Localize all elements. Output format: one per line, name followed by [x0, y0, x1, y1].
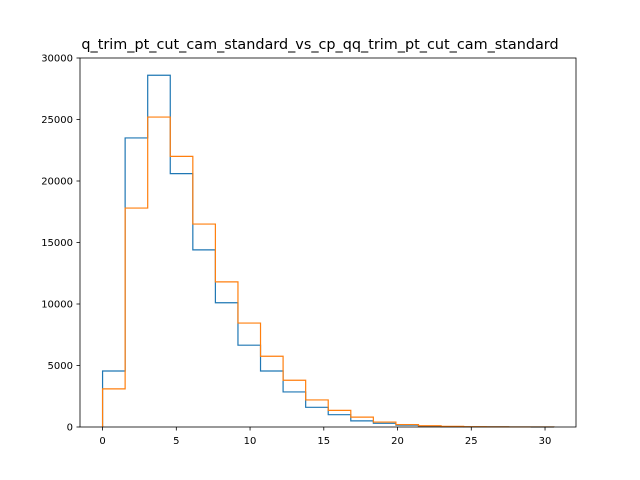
x-tick-label: 25: [465, 436, 478, 447]
series-layer: [101, 74, 555, 428]
x-tick-label: 5: [173, 436, 179, 447]
y-tick-label: 15000: [41, 238, 73, 249]
x-axis: 0 5 10 15 20 25 30: [99, 427, 551, 447]
y-tick-label: 25000: [41, 115, 73, 126]
plot-frame: [79, 57, 577, 428]
y-tick-label: 5000: [48, 361, 73, 372]
x-tick-label: 10: [244, 436, 257, 447]
y-tick-label: 20000: [41, 177, 73, 188]
x-tick-label: 20: [391, 436, 404, 447]
y-tick-label: 0: [67, 423, 73, 434]
y-axis: 0 5000 10000 15000 20000 25000 30000: [41, 54, 80, 434]
y-tick-label: 30000: [41, 54, 73, 65]
chart-title: q_trim_pt_cut_cam_standard_vs_cp_qq_trim…: [81, 37, 558, 53]
x-tick-label: 0: [99, 436, 105, 447]
y-tick-label: 10000: [41, 300, 73, 311]
x-tick-label: 30: [539, 436, 552, 447]
x-tick-label: 15: [317, 436, 330, 447]
